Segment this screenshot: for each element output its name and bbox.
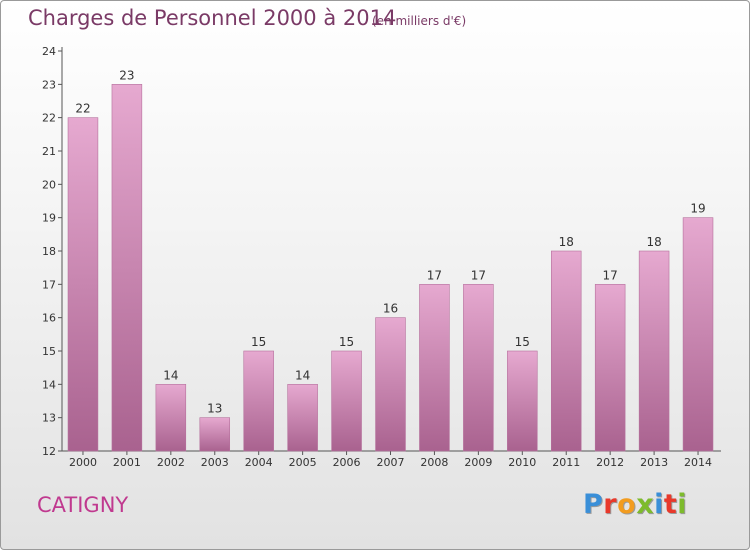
bar-2013 xyxy=(638,250,670,452)
data-label-2014: 19 xyxy=(690,202,705,216)
y-tick-label: 14 xyxy=(42,378,56,391)
commune-name: CATIGNY xyxy=(37,493,129,517)
chart-labels: 2000 22 2001 23 2002 14 2003 13 2004 15 2005 14 2006… xyxy=(69,68,712,469)
bar-2002 xyxy=(155,384,187,452)
data-label-2002: 14 xyxy=(163,368,178,382)
y-tick-label: 22 xyxy=(42,112,56,125)
bar-2003 xyxy=(199,417,231,452)
data-label-2011: 18 xyxy=(559,235,574,249)
x-tick-label: 2004 xyxy=(245,456,273,469)
bar-2005 xyxy=(287,384,318,452)
y-tick-label: 24 xyxy=(42,45,56,58)
y-tick-label: 23 xyxy=(42,78,56,91)
bar-2004 xyxy=(243,350,274,452)
x-tick-label: 2006 xyxy=(333,456,361,469)
y-tick-label: 17 xyxy=(42,278,56,291)
chart-title: Charges de Personnel 2000 à 2014 xyxy=(28,6,397,30)
x-tick-label: 2014 xyxy=(684,456,712,469)
x-tick-label: 2000 xyxy=(69,456,97,469)
x-tick-label: 2009 xyxy=(464,456,492,469)
y-tick-label: 12 xyxy=(42,445,56,458)
x-tick-label: 2002 xyxy=(157,456,185,469)
y-tick-label: 18 xyxy=(42,245,56,258)
chart-axes: 12 13 14 15 16 17 18 19 20 21 22 23 24 xyxy=(42,45,721,458)
x-tick-label: 2007 xyxy=(377,456,405,469)
bar-2006 xyxy=(331,350,362,452)
data-label-2004: 15 xyxy=(251,335,266,349)
x-tick-label: 2001 xyxy=(113,456,141,469)
data-label-2001: 23 xyxy=(119,68,134,82)
bar-2011 xyxy=(550,250,582,452)
data-label-2003: 13 xyxy=(207,402,222,416)
y-tick-label: 20 xyxy=(42,178,56,191)
bar-2000 xyxy=(67,117,99,452)
y-tick-label: 19 xyxy=(42,212,56,225)
x-tick-label: 2003 xyxy=(201,456,229,469)
bar-2001 xyxy=(111,84,143,452)
bar-2007 xyxy=(375,317,406,452)
x-tick-label: 2013 xyxy=(640,456,668,469)
y-tick-label: 16 xyxy=(42,312,56,325)
data-label-2005: 14 xyxy=(295,368,310,382)
data-label-2012: 17 xyxy=(603,268,618,282)
data-label-2013: 18 xyxy=(646,235,661,249)
x-tick-label: 2010 xyxy=(508,456,536,469)
x-tick-label: 2008 xyxy=(420,456,448,469)
bar-2009 xyxy=(463,284,494,452)
x-tick-label: 2011 xyxy=(552,456,580,469)
data-label-2008: 17 xyxy=(427,268,442,282)
y-tick-label: 15 xyxy=(42,345,56,358)
x-tick-label: 2012 xyxy=(596,456,624,469)
x-tick-label: 2005 xyxy=(289,456,317,469)
data-label-2007: 16 xyxy=(383,302,398,316)
bar-2010 xyxy=(507,350,538,452)
proxiti-logo: Proxiti xyxy=(583,489,688,520)
bar-2014 xyxy=(682,217,714,452)
data-label-2010: 15 xyxy=(515,335,530,349)
data-label-2009: 17 xyxy=(471,268,486,282)
bar-2012 xyxy=(594,284,626,452)
data-label-2000: 22 xyxy=(75,102,90,116)
data-label-2006: 15 xyxy=(339,335,354,349)
bar-2008 xyxy=(419,284,450,452)
chart-subtitle: (en milliers d'€) xyxy=(372,14,467,28)
y-tick-label: 21 xyxy=(42,145,56,158)
chart-bars xyxy=(67,84,714,452)
y-tick-label: 13 xyxy=(42,412,56,425)
